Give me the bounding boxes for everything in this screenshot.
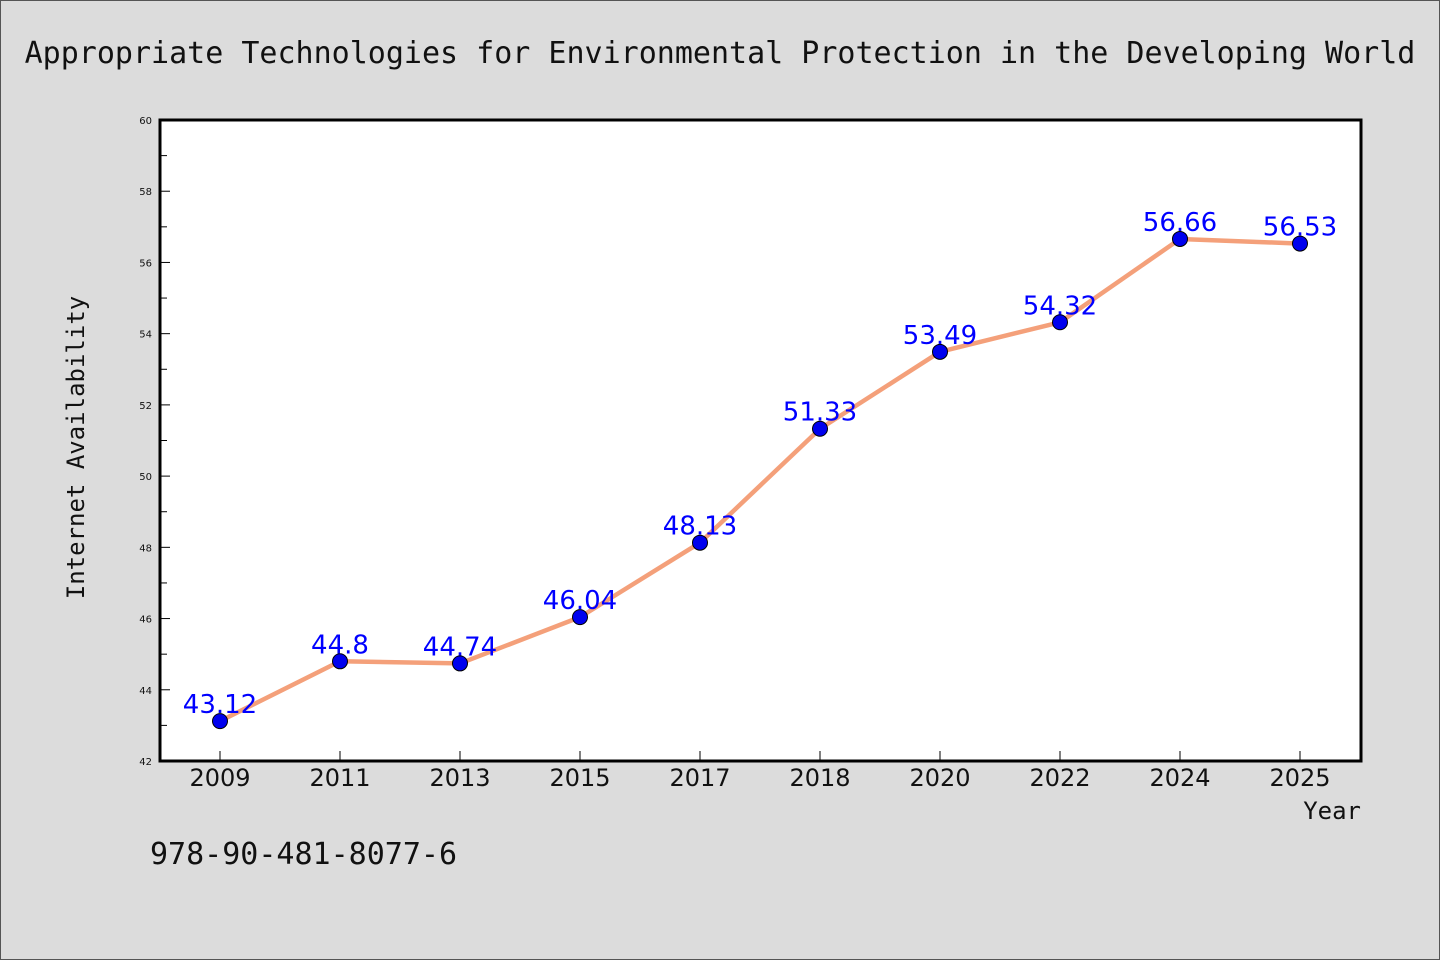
x-tick-label: 2025: [1269, 764, 1330, 792]
data-label: 44.8: [311, 630, 369, 660]
data-point: [572, 609, 588, 626]
data-markers: [212, 230, 1308, 730]
x-tick-label: 2018: [789, 764, 850, 792]
y-tick-label: 54: [139, 330, 152, 341]
data-label: 53.49: [903, 321, 977, 351]
y-tick-label: 42: [139, 757, 152, 768]
x-axis: 2009 2011 2013 2015 2017 2018 2020 2022 2024 2025: [189, 751, 1331, 792]
data-point: [452, 655, 468, 672]
x-tick-label: 2009: [189, 764, 250, 792]
data-label: 43.12: [183, 690, 257, 720]
y-tick-label: 58: [139, 187, 152, 198]
data-label: 48.13: [663, 512, 737, 542]
y-tick-label: 56: [139, 258, 152, 269]
data-label: 54.32: [1023, 291, 1097, 321]
data-point: [932, 343, 948, 360]
x-tick-label: 2020: [909, 764, 970, 792]
isbn-text: 978-90-481-8077-6: [150, 837, 457, 872]
x-tick-label: 2011: [309, 764, 370, 792]
data-point: [812, 420, 828, 437]
y-axis-label: Internet Availability: [62, 296, 90, 599]
y-tick-label: 48: [139, 543, 152, 554]
data-label: 46.04: [543, 586, 617, 616]
data-point: [692, 534, 708, 551]
data-point: [212, 713, 228, 730]
chart-title: Appropriate Technologies for Environment…: [25, 36, 1416, 71]
x-tick-label: 2022: [1029, 764, 1090, 792]
x-tick-label: 2017: [669, 764, 730, 792]
data-point: [1292, 235, 1308, 252]
y-tick-label: 44: [139, 686, 152, 697]
data-labels: 43.12 44.8 44.74 46.04 48.13 51.33 53.49 54.32 5…: [183, 208, 1337, 720]
y-tick-label: 46: [139, 615, 152, 626]
y-tick-label: 50: [139, 472, 152, 483]
plot-area: [158, 118, 1363, 763]
data-point: [332, 653, 348, 670]
x-tick-label: 2015: [549, 764, 610, 792]
data-label: 56.53: [1263, 213, 1337, 243]
y-tick-label: 52: [139, 401, 152, 412]
y-axis: 42 44 46 48 50 52 54 56 58 60: [139, 116, 170, 768]
data-label: 51.33: [783, 398, 857, 428]
x-tick-label: 2024: [1149, 764, 1210, 792]
data-label: 56.66: [1143, 208, 1217, 238]
x-tick-label: 2013: [429, 764, 490, 792]
series-line: [218, 236, 1301, 724]
y-tick-label: 60: [139, 116, 152, 127]
data-point: [1172, 230, 1188, 247]
x-axis-label: Year: [1303, 797, 1361, 825]
data-label: 44.74: [423, 632, 497, 662]
data-point: [1052, 314, 1068, 331]
